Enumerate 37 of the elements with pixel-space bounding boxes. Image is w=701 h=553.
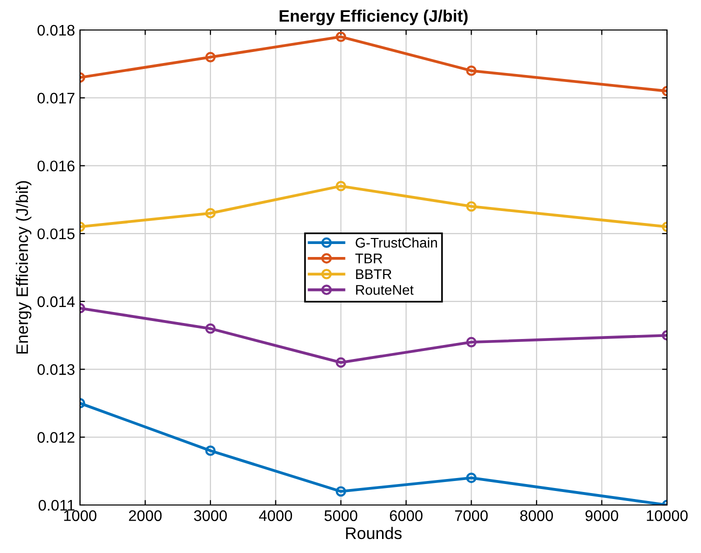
legend-label: BBTR xyxy=(356,269,392,279)
y-tick-label: 0.017 xyxy=(38,92,74,104)
legend-label: RouteNet xyxy=(356,285,414,295)
legend-label: G-TrustChain xyxy=(356,237,437,248)
point xyxy=(466,472,477,484)
point xyxy=(466,336,477,348)
y-tick-label: 0.018 xyxy=(38,24,74,36)
point xyxy=(205,52,216,62)
point xyxy=(205,323,216,334)
x-tick-label: 5000 xyxy=(324,510,358,522)
x-tick-label: 3000 xyxy=(194,510,227,522)
x-tick-label: 2000 xyxy=(129,510,162,522)
x-tick-label: 1000 xyxy=(64,510,96,522)
point xyxy=(336,32,346,42)
point xyxy=(466,66,477,76)
point xyxy=(336,357,346,368)
point xyxy=(205,446,216,456)
point xyxy=(205,208,216,218)
y-tick-label: 0.015 xyxy=(38,228,74,240)
chart-title: Energy Efficiency (J/bit) xyxy=(280,10,468,26)
y-tick-label: 0.012 xyxy=(38,432,74,443)
legend-label: TBR xyxy=(355,254,382,264)
y-tick-label: 0.011 xyxy=(38,500,74,511)
y-tick-label: 0.014 xyxy=(38,296,75,308)
x-tick-label: 10000 xyxy=(646,510,688,522)
point xyxy=(336,486,346,497)
point xyxy=(336,180,346,192)
x-tick-label: 9000 xyxy=(586,510,618,522)
x-tick-label: 8000 xyxy=(520,510,553,522)
point xyxy=(466,201,477,212)
x-tick-label: 4000 xyxy=(259,510,292,522)
x-tick-label: 7000 xyxy=(455,510,488,522)
y-axis-title: Energy Efficiency (J/bit) xyxy=(16,181,32,354)
y-tick-label: 0.013 xyxy=(38,364,74,375)
y-tick-label: 0.016 xyxy=(38,160,74,172)
x-axis-title: Rounds xyxy=(346,526,402,540)
x-tick-label: 6000 xyxy=(390,510,423,522)
